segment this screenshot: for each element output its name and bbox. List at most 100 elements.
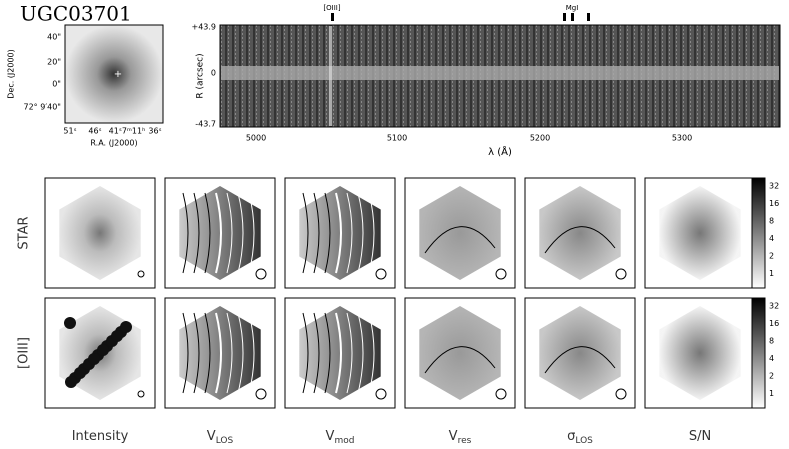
contour (237, 192, 244, 274)
y-axis-label: Dec. (J2000) (7, 49, 16, 99)
x-tick-label: 5200 (530, 134, 550, 143)
colorbar (751, 177, 766, 289)
x-tick-label: 41ˢ7ᵐ11ʰ (109, 127, 146, 136)
blob (64, 317, 76, 329)
x-axis-label: λ (Å) (488, 145, 512, 158)
blob (111, 330, 123, 342)
row-label: STAR (17, 216, 32, 249)
map-panel (164, 297, 276, 409)
column-label-main: V (449, 429, 458, 444)
column-label-main: S/N (689, 429, 711, 444)
x-tick-label: 51ˢ (63, 127, 76, 136)
map-panel (44, 297, 156, 409)
line-label: [OIII] (323, 4, 340, 12)
spectrum (219, 24, 781, 128)
thumbnail: + (64, 24, 164, 124)
y-tick-label: 40" (47, 33, 61, 42)
hexagon-map (59, 186, 141, 280)
contour (182, 312, 189, 394)
hexagon-map (539, 306, 621, 400)
contour (302, 312, 309, 394)
contour (226, 312, 233, 394)
column-label-main: Intensity (72, 429, 129, 444)
y-tick-label: -43.7 (195, 120, 216, 129)
contour (368, 312, 375, 394)
y-axis-label: R (arcsec) (196, 53, 206, 98)
column-label-sub: LOS (216, 436, 234, 446)
colorbar (751, 297, 766, 409)
column-label-main: V (207, 429, 216, 444)
map-panel (524, 177, 636, 289)
y-tick-label: 0" (52, 80, 61, 89)
column-label: Vmod (326, 429, 355, 446)
colorbar-tick-label: 2 (769, 372, 774, 381)
contour (335, 312, 342, 394)
contour (544, 226, 616, 254)
colorbar-tick-label: 2 (769, 252, 774, 261)
y-tick-label: 72° 9′40" (24, 103, 62, 112)
contour (215, 312, 222, 394)
contour (357, 192, 364, 274)
blob (74, 367, 86, 379)
hexagon-map (539, 186, 621, 280)
colorbar-tick-label: 1 (769, 269, 774, 278)
column-label-sub: mod (334, 436, 354, 446)
colorbar-tick-label: 1 (769, 389, 774, 398)
contour (544, 346, 616, 374)
column-label-main: V (326, 429, 335, 444)
colorbar-tick-label: 8 (769, 217, 774, 226)
contour (193, 192, 200, 274)
map-panel (44, 177, 156, 289)
y-tick-label: 20" (47, 58, 61, 67)
map-panel (404, 177, 516, 289)
y-tick-label: 0 (211, 69, 216, 78)
column-label: VLOS (207, 429, 234, 446)
beam (615, 388, 627, 400)
contour (324, 192, 331, 274)
contour (248, 312, 255, 394)
contour (335, 192, 342, 274)
x-tick-label: 5000 (246, 134, 266, 143)
beam (375, 268, 387, 280)
hexagon-map (419, 306, 501, 400)
blob (97, 344, 109, 356)
beam (495, 388, 507, 400)
colorbar-tick-label: 32 (769, 182, 779, 191)
contour (248, 192, 255, 274)
beam (375, 388, 387, 400)
x-tick-label: 5100 (387, 134, 407, 143)
beam (137, 390, 145, 398)
map-panel (524, 297, 636, 409)
hexagon-map (659, 306, 741, 400)
hexagon-map (659, 186, 741, 280)
contour (424, 346, 496, 374)
contour (204, 312, 211, 394)
hexagon-map (419, 186, 501, 280)
map-panel (404, 297, 516, 409)
x-tick-label: 5300 (672, 134, 692, 143)
column-label: Vres (449, 429, 472, 446)
beam (615, 268, 627, 280)
contour (346, 312, 353, 394)
line-marker (587, 13, 590, 21)
colorbar-tick-label: 32 (769, 302, 779, 311)
title: UGC03701 (20, 2, 132, 26)
contour (182, 192, 189, 274)
x-tick-label: 46ˢ (88, 127, 101, 136)
contour (204, 192, 211, 274)
contour (193, 312, 200, 394)
line-label: MgI (566, 4, 579, 12)
line-marker (331, 13, 334, 21)
beam (255, 388, 267, 400)
contour (215, 192, 222, 274)
colorbar-tick-label: 16 (769, 199, 779, 208)
emission-line (329, 26, 332, 126)
x-tick-label: 36ˢ (148, 127, 161, 136)
map-panel (284, 297, 396, 409)
contour (324, 312, 331, 394)
colorbar-tick-label: 8 (769, 337, 774, 346)
beam (137, 270, 145, 278)
map-panel (284, 177, 396, 289)
column-label: S/N (689, 429, 711, 444)
